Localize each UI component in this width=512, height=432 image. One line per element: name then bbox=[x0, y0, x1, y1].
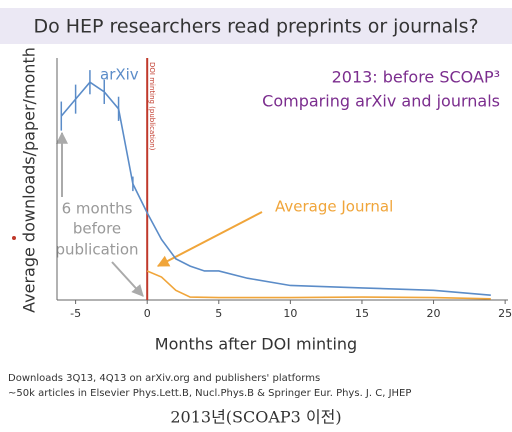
legend-label: Average Journal bbox=[275, 198, 393, 216]
series-line bbox=[146, 270, 491, 300]
x-tick-label: 20 bbox=[427, 307, 441, 320]
legend-label: arXiv bbox=[100, 66, 139, 84]
x-tick-label: -5 bbox=[70, 307, 81, 320]
arrow bbox=[156, 211, 263, 267]
annotation: 2013: before SCOAP³ bbox=[332, 68, 500, 87]
annotation: DOI minting (publication) bbox=[148, 62, 156, 151]
x-tick-label: 5 bbox=[215, 307, 222, 320]
arrow bbox=[111, 261, 144, 297]
x-axis-label: Months after DOI minting bbox=[155, 335, 357, 354]
x-tick-label: 25 bbox=[498, 307, 512, 320]
footer: ~50k articles in Elsevier Phys.Lett.B, N… bbox=[8, 388, 411, 399]
annotation: Comparing arXiv and journals bbox=[262, 92, 500, 111]
x-tick-label: 0 bbox=[144, 307, 151, 320]
footer: Downloads 3Q13, 4Q13 on arXiv.org and pu… bbox=[8, 373, 320, 384]
x-tick-label: 15 bbox=[355, 307, 369, 320]
caption: 2013년(SCOAP3 이전) bbox=[170, 408, 341, 427]
dot bbox=[12, 236, 16, 240]
y-axis-label: Average downloads/paper/month bbox=[20, 47, 39, 313]
series-line bbox=[60, 81, 491, 296]
title-bar bbox=[0, 8, 512, 44]
annotation: publication bbox=[55, 241, 138, 259]
annotation: before bbox=[73, 220, 121, 238]
chart-title: Do HEP researchers read preprints or jou… bbox=[33, 16, 478, 38]
x-tick-label: 10 bbox=[283, 307, 297, 320]
annotation: 6 months bbox=[62, 200, 133, 218]
